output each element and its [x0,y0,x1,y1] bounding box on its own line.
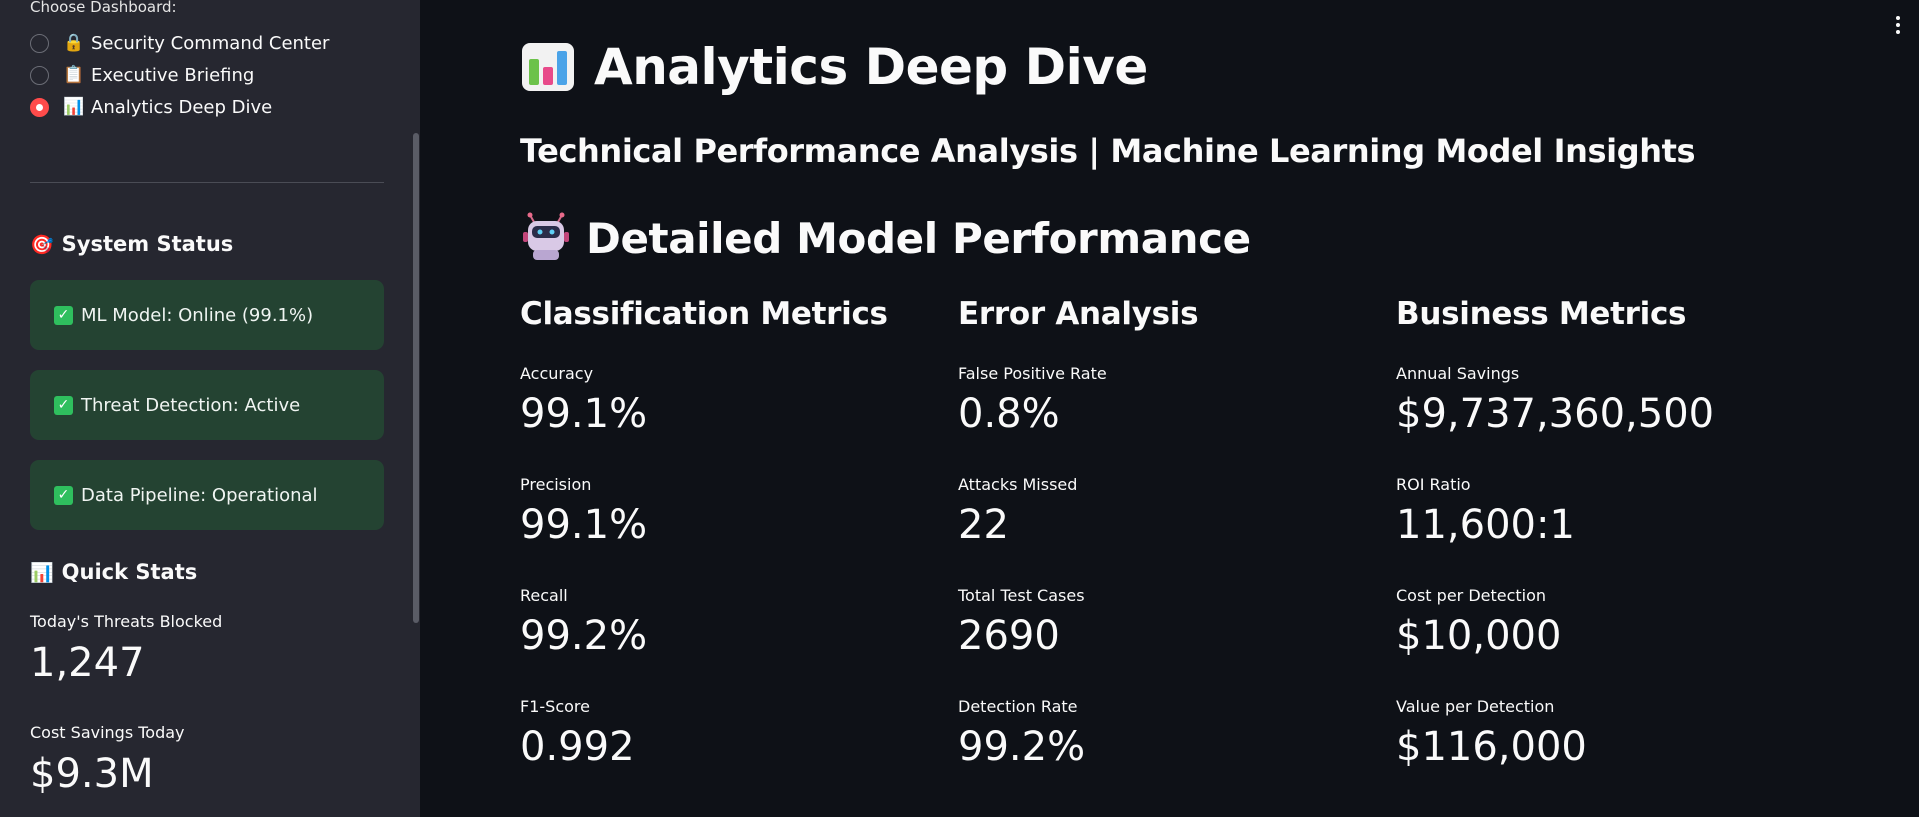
metric-roi-ratio: ROI Ratio 11,600:1 [1396,475,1816,549]
dashboard-option-label: Executive Briefing [91,64,255,86]
status-data-pipeline: ✓ Data Pipeline: Operational [30,460,384,530]
metric-f1-score: F1-Score 0.992 [520,697,940,771]
bar-chart-icon: 📊 [63,97,85,117]
system-status-heading: 🎯 System Status [30,232,233,256]
metric-value: $10,000 [1396,613,1562,659]
radio-button[interactable] [30,33,49,53]
section-title-text: Detailed Model Performance [586,213,1251,263]
metric-value: 0.8% [958,391,1060,437]
metric-recall: Recall 99.2% [520,586,940,660]
menu-dot [1896,16,1900,20]
metric-value: 99.1% [520,502,648,548]
metric-cost-per-detection: Cost per Detection $10,000 [1396,586,1816,660]
section-title: Detailed Model Performance [520,212,1251,264]
quick-stats-title: Quick Stats [61,560,198,584]
clipboard-icon: 📋 [63,65,85,85]
column-heading: Classification Metrics [520,296,888,332]
metric-value-per-detection: Value per Detection $116,000 [1396,697,1816,771]
metric-value: $116,000 [1396,724,1587,770]
metric-detection-rate: Detection Rate 99.2% [958,697,1378,771]
metric-attacks-missed: Attacks Missed 22 [958,475,1378,549]
metric-value: 99.2% [520,613,648,659]
metric-label: Accuracy [520,364,594,383]
target-icon: 🎯 [30,233,54,256]
metric-label: Total Test Cases [958,586,1085,605]
metric-label: F1-Score [520,697,590,716]
column-heading: Business Metrics [1396,296,1687,332]
dashboard-option-security-command-center[interactable]: 🔒 Security Command Center [30,30,329,56]
metric-label: Value per Detection [1396,697,1555,716]
stat-value-cost-savings: $9.3M [30,751,154,797]
main-menu-button[interactable] [1895,16,1901,34]
metric-value: 11,600:1 [1396,502,1575,548]
stat-label-cost-savings: Cost Savings Today [30,723,185,742]
quick-stats-heading: 📊 Quick Stats [30,560,197,584]
metric-label: Recall [520,586,568,605]
bar-chart-icon: 📊 [30,561,54,584]
status-text: Data Pipeline: Operational [81,484,318,506]
metric-label: Attacks Missed [958,475,1078,494]
metric-value: 0.992 [520,724,635,770]
column-heading: Error Analysis [958,296,1199,332]
metric-label: Annual Savings [1396,364,1520,383]
metric-value: 99.2% [958,724,1086,770]
page-title-text: Analytics Deep Dive [594,38,1148,96]
metric-label: Detection Rate [958,697,1078,716]
metric-label: Precision [520,475,592,494]
metric-precision: Precision 99.1% [520,475,940,549]
status-text: Threat Detection: Active [81,394,301,416]
main-content: Analytics Deep Dive Technical Performanc… [420,0,1919,817]
sidebar-scrollbar[interactable] [413,133,419,623]
check-icon: ✓ [54,395,73,415]
metric-label: ROI Ratio [1396,475,1471,494]
stat-value-threats-blocked: 1,247 [30,640,145,686]
sidebar: Choose Dashboard: 🔒 Security Command Cen… [0,0,420,817]
metric-total-test-cases: Total Test Cases 2690 [958,586,1378,660]
sidebar-divider [30,182,384,183]
dashboard-option-label: Security Command Center [91,32,330,54]
system-status-title: System Status [61,232,234,256]
status-ml-model: ✓ ML Model: Online (99.1%) [30,280,384,350]
dashboard-option-executive-briefing[interactable]: 📋 Executive Briefing [30,62,254,88]
metric-accuracy: Accuracy 99.1% [520,364,940,438]
status-text: ML Model: Online (99.1%) [81,304,314,326]
menu-dot [1896,30,1900,34]
radio-button-selected[interactable] [30,97,49,117]
choose-dashboard-label: Choose Dashboard: [30,0,177,16]
metric-false-positive-rate: False Positive Rate 0.8% [958,364,1378,438]
metric-value: $9,737,360,500 [1396,391,1715,437]
page-title: Analytics Deep Dive [520,38,1148,96]
menu-dot [1896,23,1900,27]
stat-label-threats-blocked: Today's Threats Blocked [30,612,223,631]
metric-value: 2690 [958,613,1060,659]
bar-chart-icon [522,43,574,91]
check-icon: ✓ [54,485,73,505]
metric-label: Cost per Detection [1396,586,1547,605]
metric-value: 22 [958,502,1009,548]
check-icon: ✓ [54,305,73,325]
robot-icon [523,212,569,260]
status-threat-detection: ✓ Threat Detection: Active [30,370,384,440]
dashboard-option-analytics-deep-dive[interactable]: 📊 Analytics Deep Dive [30,94,272,120]
page-subtitle: Technical Performance Analysis | Machine… [520,132,1696,170]
metric-value: 99.1% [520,391,648,437]
metric-annual-savings: Annual Savings $9,737,360,500 [1396,364,1816,438]
metric-label: False Positive Rate [958,364,1107,383]
radio-button[interactable] [30,65,49,85]
dashboard-option-label: Analytics Deep Dive [91,96,273,118]
lock-icon: 🔒 [63,33,85,53]
